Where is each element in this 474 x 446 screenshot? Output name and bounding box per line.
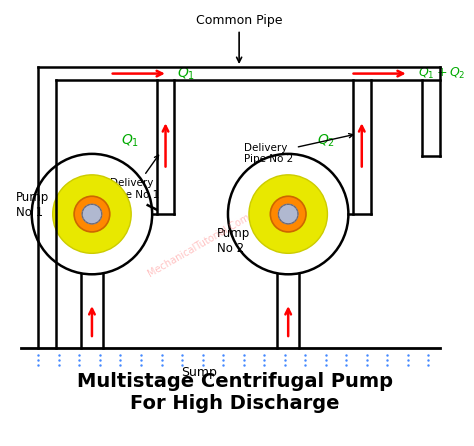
Text: Pump
No 1: Pump No 1 — [16, 191, 49, 219]
Circle shape — [228, 154, 348, 274]
Text: $Q_2$: $Q_2$ — [317, 132, 335, 149]
Text: Pump
No 2: Pump No 2 — [217, 227, 250, 255]
Text: $Q_1$: $Q_1$ — [177, 66, 195, 82]
Text: $Q_1+Q_2$: $Q_1+Q_2$ — [418, 66, 465, 81]
Text: Sump: Sump — [181, 366, 217, 379]
Text: Delivery
Pipe No 1: Delivery Pipe No 1 — [110, 155, 159, 200]
Circle shape — [249, 175, 328, 253]
Text: MechanicalTutorial.Com: MechanicalTutorial.Com — [146, 212, 252, 279]
Text: Delivery
Pipe No 2: Delivery Pipe No 2 — [244, 134, 353, 164]
Circle shape — [32, 154, 152, 274]
Text: $Q_1$: $Q_1$ — [121, 132, 139, 149]
Text: Common Pipe: Common Pipe — [196, 14, 283, 62]
Circle shape — [53, 175, 131, 253]
Circle shape — [278, 204, 298, 224]
Circle shape — [74, 196, 110, 232]
Text: Multistage Centrifugal Pump
For High Discharge: Multistage Centrifugal Pump For High Dis… — [77, 372, 392, 413]
Circle shape — [82, 204, 102, 224]
Circle shape — [270, 196, 306, 232]
